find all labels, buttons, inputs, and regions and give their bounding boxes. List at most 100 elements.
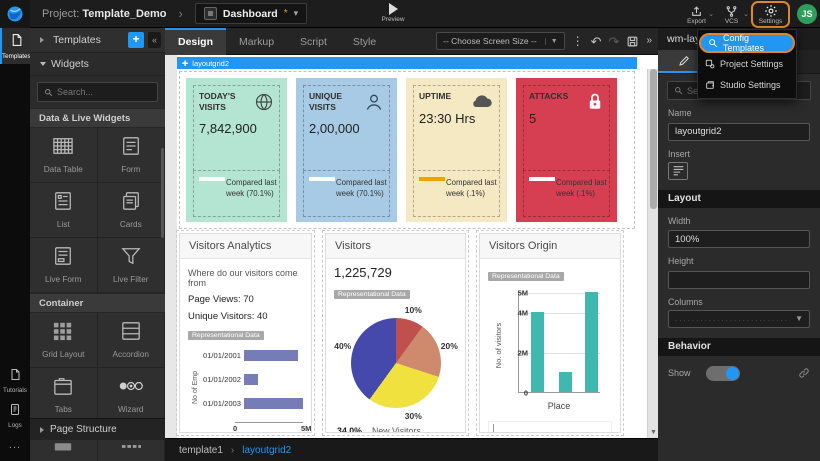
widget-tile-accordion[interactable]: Accordion — [97, 313, 165, 368]
breadcrumb-template1[interactable]: template1 — [179, 444, 223, 456]
kpi-card-uptime[interactable]: UPTIME 23:30 Hrs Compared last week (.1%) — [406, 78, 507, 222]
name-field[interactable] — [668, 122, 810, 141]
show-toggle[interactable] — [706, 365, 740, 381]
widgets-panel-header[interactable]: Widgets — [30, 53, 165, 76]
panel-visitors-origin[interactable]: Visitors Origin Representational Data No… — [476, 230, 624, 436]
kpi-footer-text: Compared last week (.1%) — [446, 178, 497, 198]
tab-script[interactable]: Script — [300, 36, 327, 48]
page-structure-header[interactable]: Page Structure — [30, 418, 165, 440]
chevron-right-icon: › — [230, 444, 235, 456]
widget-tile-live-form[interactable]: Live Form — [30, 238, 98, 293]
dashboard-panels-row: Visitors Analytics Where do our visitors… — [176, 230, 635, 436]
sidebar-scrollbar[interactable] — [161, 148, 164, 238]
widget-tile-data-table[interactable]: Data Table — [30, 128, 98, 183]
legend-row: 34.0% New Visitors — [337, 426, 421, 433]
add-template-button[interactable]: + — [128, 32, 144, 48]
menu-item-project-settings[interactable]: Project Settings — [698, 53, 796, 74]
widget-sections: Data & Live Widgets Data Table Form List Car… — [30, 108, 165, 461]
screen-size-selector[interactable]: -- Choose Screen Size -- ▼ — [436, 32, 565, 50]
nav-icon — [120, 436, 142, 461]
widget-search-box[interactable] — [37, 82, 158, 102]
vcs-button[interactable]: VCS ⌄ — [716, 4, 749, 25]
widget-tile-form[interactable]: Form — [97, 128, 165, 183]
kpi-cards-row[interactable]: TODAY'S VISITS 7,842,900 Compared last wee… — [179, 71, 635, 229]
kpi-card-unique-visits[interactable]: UNIQUE VISITS 2,00,000 Compared last week … — [296, 78, 397, 222]
kpi-card-today-s-visits[interactable]: TODAY'S VISITS 7,842,900 Compared last wee… — [186, 78, 287, 222]
bar — [585, 292, 598, 392]
design-canvas[interactable]: ✚ layoutgrid2 TODAY'S VISITS 7,842,900 Com… — [165, 55, 658, 438]
kpi-value: 2,00,000 — [309, 121, 360, 137]
chevron-down-icon: ⌄ — [743, 10, 749, 18]
rail-item-tutorials[interactable]: Tutorials — [0, 363, 30, 398]
widget-tile-tabs[interactable]: Tabs — [30, 368, 98, 423]
widget-tile-wizard[interactable]: Wizard — [97, 368, 165, 423]
pie — [351, 318, 441, 408]
chevron-down-icon: ▾ — [293, 8, 299, 18]
expand-panel-icon[interactable]: » — [646, 35, 652, 46]
height-field[interactable] — [668, 270, 810, 289]
preview-button[interactable]: Preview — [376, 2, 410, 23]
tab-design[interactable]: Design — [165, 27, 227, 55]
width-field[interactable] — [668, 230, 810, 248]
columns-select[interactable]: ........................................… — [668, 309, 810, 328]
wizard-icon — [118, 376, 144, 401]
kpi-value: 23:30 Hrs — [419, 110, 476, 126]
menu-item-studio-settings[interactable]: Studio Settings — [698, 74, 796, 95]
visitors-origin-column-chart[interactable]: No. of visitors Place 0 2M 4M 5M — [488, 289, 612, 417]
selected-widget-bar[interactable]: ✚ layoutgrid2 — [177, 57, 637, 69]
table-filter-input[interactable] — [488, 421, 612, 432]
user-icon — [364, 92, 384, 117]
selected-widget-label: layoutgrid2 — [192, 58, 229, 68]
scrollbar-thumb[interactable] — [650, 69, 657, 209]
play-icon — [388, 3, 398, 15]
panel-title: Visitors Origin — [480, 234, 620, 259]
y-tick-label: 2M — [517, 348, 528, 358]
undo-icon[interactable]: ↶ — [590, 33, 602, 49]
growth-rate-bar-chart[interactable]: No of Emp 01/01/2001 01/01/2002 01/01/2003 — [188, 350, 303, 409]
search-icon — [45, 88, 53, 96]
settings-button[interactable]: Settings — [755, 3, 786, 25]
breadcrumb-layoutgrid2[interactable]: layoutgrid2 — [242, 444, 292, 456]
app-logo-icon[interactable] — [0, 0, 30, 28]
rail-item-logs[interactable]: Logs — [0, 398, 30, 433]
templates-panel-header[interactable]: Templates + « — [30, 28, 165, 53]
panel-visitors[interactable]: Visitors 1,225,729 Representational Data… — [322, 230, 469, 436]
widget-tile-label: Form — [121, 165, 141, 174]
widget-tile-label: List — [56, 220, 70, 229]
scroll-down-arrow-icon[interactable]: ▼ — [650, 429, 657, 436]
widget-tile-cards[interactable]: Cards — [97, 183, 165, 238]
insert-row-button[interactable] — [668, 161, 688, 180]
rail-item-templates[interactable]: Templates — [0, 28, 31, 64]
menu-item-config-templates[interactable]: Config Templates — [699, 33, 795, 53]
widget-tile-live-filter[interactable]: Live Filter — [97, 238, 165, 293]
tab-markup[interactable]: Markup — [239, 36, 275, 48]
save-icon[interactable] — [626, 35, 639, 48]
tab-style[interactable]: Style — [352, 36, 377, 48]
more-options-icon[interactable]: ... — [8, 439, 22, 451]
breadcrumb: template1 › layoutgrid2 — [165, 438, 658, 461]
canvas-scrollbar[interactable]: ▼ — [647, 69, 658, 438]
representational-data-badge: Representational Data — [188, 331, 264, 340]
cloud-icon — [470, 92, 494, 114]
user-avatar[interactable]: JS — [797, 4, 817, 24]
page-selector-dropdown[interactable]: Dashboard * ▾ — [194, 3, 308, 24]
vcs-branch-icon — [726, 5, 737, 17]
panel-visitors-analytics[interactable]: Visitors Analytics Where do our visitors… — [176, 230, 315, 436]
kebab-menu-icon[interactable]: ⋮ — [571, 34, 584, 48]
bind-property-icon[interactable] — [798, 367, 810, 379]
grid-line — [519, 353, 600, 354]
page-views-stat: Page Views: 70 — [188, 294, 254, 305]
collapse-sidebar-icon[interactable]: « — [148, 32, 161, 48]
x-axis-caption: Place — [547, 401, 571, 411]
main-editor-area: Design Markup Script Style -- Choose Scr… — [165, 27, 658, 461]
export-button[interactable]: Export ⌄ — [681, 4, 714, 25]
kpi-card-attacks[interactable]: ATTACKS 5 Compared last week (.1%) — [516, 78, 617, 222]
show-label: Show — [668, 368, 691, 378]
widget-tile-grid-layout[interactable]: Grid Layout — [30, 313, 98, 368]
x-tick-label: 0 — [233, 424, 238, 433]
visitors-pie-chart[interactable]: 10% 20% 30% 40% — [334, 305, 458, 423]
widget-search-input[interactable] — [57, 87, 147, 97]
gear-icon — [764, 4, 777, 17]
widget-tile-list[interactable]: List — [30, 183, 98, 238]
redo-icon[interactable]: ↷ — [608, 33, 620, 49]
